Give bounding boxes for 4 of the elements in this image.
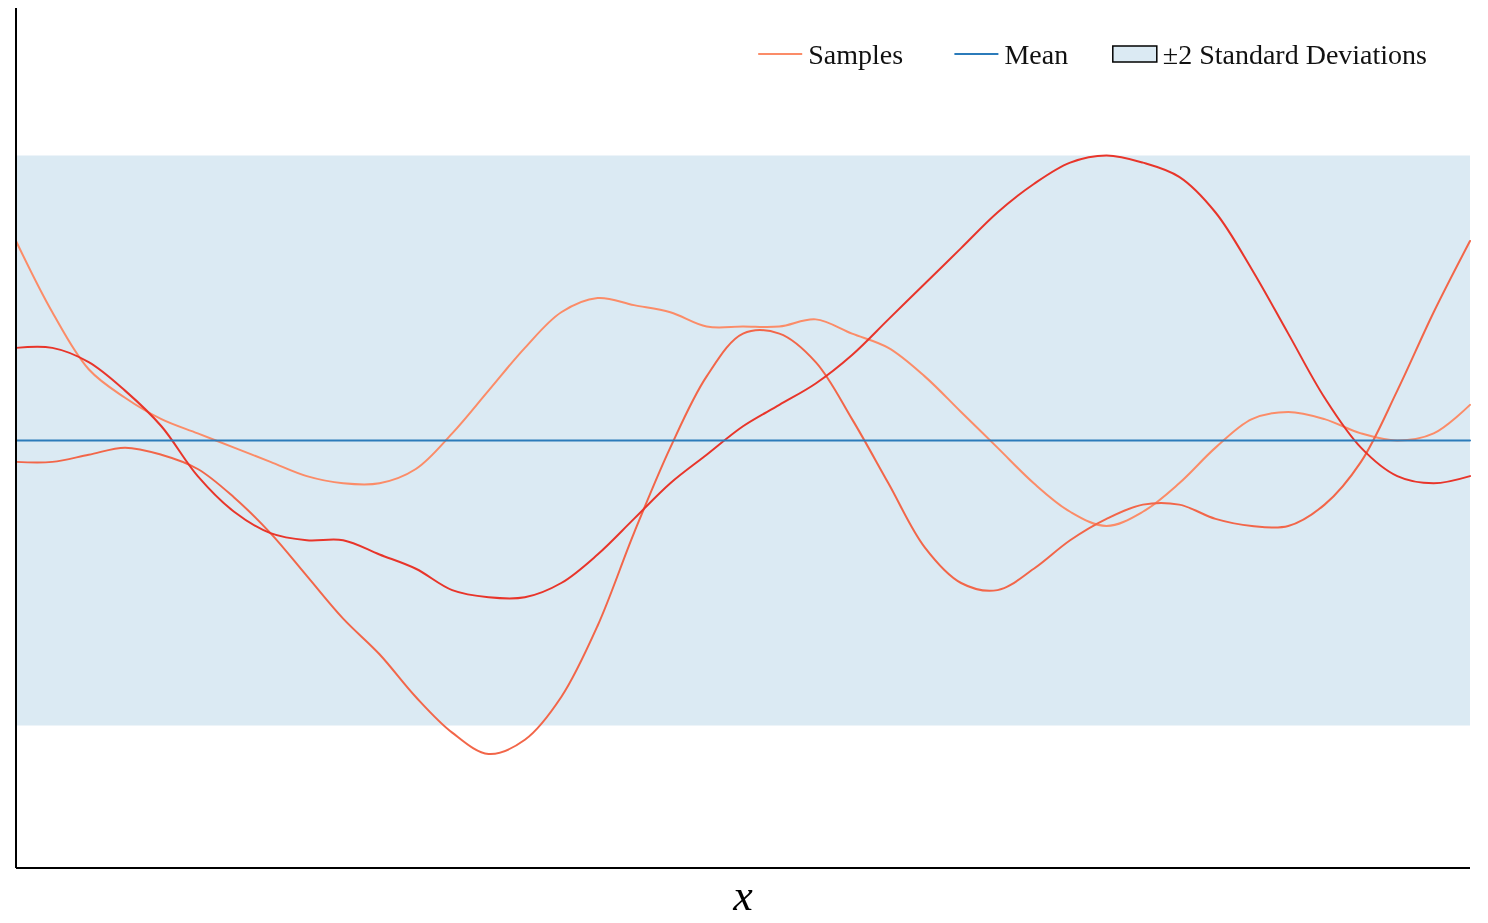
legend-label: Samples <box>808 38 904 70</box>
legend-label: ±2 Standard Deviations <box>1162 38 1428 70</box>
legend-label: Mean <box>1004 38 1069 70</box>
x-axis-title: x <box>732 871 754 920</box>
